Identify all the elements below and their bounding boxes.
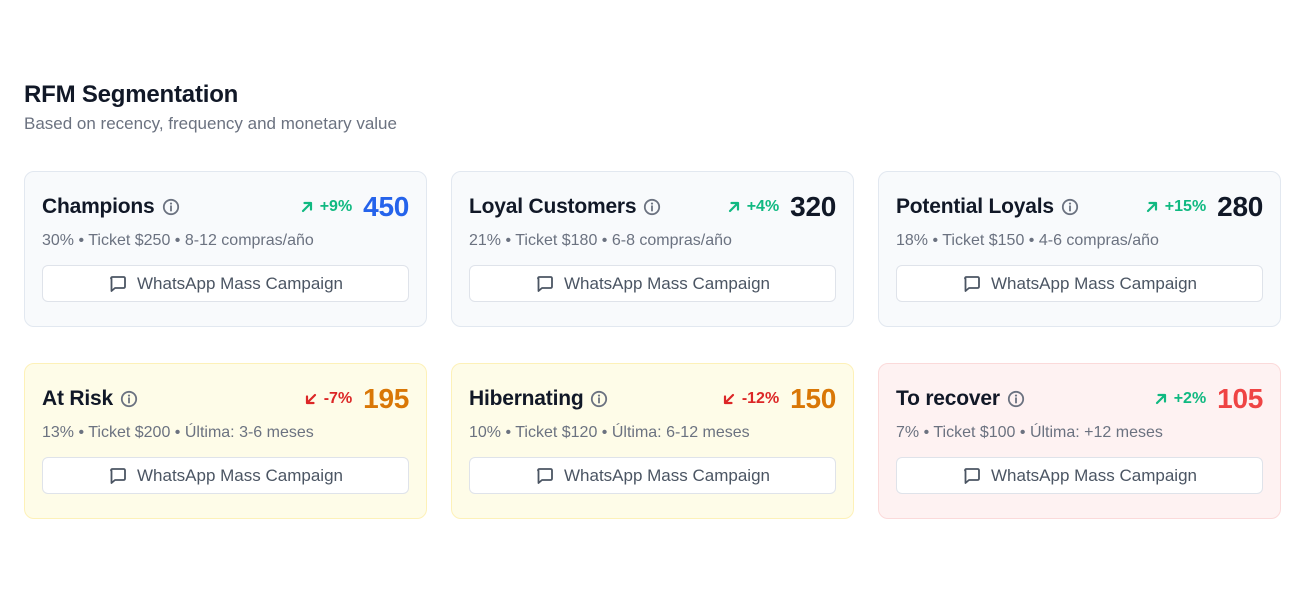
info-circle-icon[interactable]: [643, 198, 661, 216]
arrow-down-left-icon: [304, 392, 318, 406]
segment-count: 450: [363, 191, 409, 222]
button-label: WhatsApp Mass Campaign: [564, 465, 770, 485]
segment-grid: Champions +9% 450 30% • Ticket $250 • 8-…: [24, 171, 1281, 519]
message-square-icon: [108, 274, 128, 294]
segment-trend: +4%: [727, 198, 779, 216]
segment-trend: -7%: [304, 390, 352, 408]
info-circle-icon[interactable]: [1007, 390, 1025, 408]
trend-value: +9%: [319, 198, 353, 215]
segment-name: Potential Loyals: [896, 195, 1054, 218]
info-circle-icon[interactable]: [1061, 198, 1079, 216]
whatsapp-campaign-button[interactable]: WhatsApp Mass Campaign: [42, 265, 409, 302]
whatsapp-campaign-button[interactable]: WhatsApp Mass Campaign: [469, 265, 836, 302]
segment-count: 105: [1217, 383, 1263, 414]
segment-count: 195: [363, 383, 409, 414]
trend-value: +15%: [1164, 198, 1207, 215]
arrow-up-right-icon: [1154, 392, 1168, 406]
segment-count: 320: [790, 191, 836, 222]
segment-details: 10% • Ticket $120 • Última: 6-12 meses: [469, 424, 750, 441]
segment-trend: +9%: [300, 198, 352, 216]
button-label: WhatsApp Mass Campaign: [137, 465, 343, 485]
segment-card: At Risk -7% 195 13% • Ticket $200 • Últi…: [24, 363, 427, 519]
segment-details: 18% • Ticket $150 • 4-6 compras/año: [896, 232, 1159, 249]
section-header: RFM Segmentation Based on recency, frequ…: [24, 80, 397, 135]
whatsapp-campaign-button[interactable]: WhatsApp Mass Campaign: [896, 265, 1263, 302]
segment-count: 280: [1217, 191, 1263, 222]
page-subtitle: Based on recency, frequency and monetary…: [24, 114, 397, 133]
arrow-up-right-icon: [727, 200, 741, 214]
segment-card: To recover +2% 105 7% • Ticket $100 • Úl…: [878, 363, 1281, 519]
info-circle-icon[interactable]: [162, 198, 180, 216]
trend-value: +2%: [1173, 390, 1207, 407]
message-square-icon: [535, 274, 555, 294]
segment-name: Champions: [42, 195, 155, 218]
trend-value: +4%: [746, 198, 780, 215]
message-square-icon: [108, 466, 128, 486]
message-square-icon: [962, 274, 982, 294]
arrow-up-right-icon: [300, 200, 314, 214]
button-label: WhatsApp Mass Campaign: [991, 273, 1197, 293]
whatsapp-campaign-button[interactable]: WhatsApp Mass Campaign: [42, 457, 409, 494]
segment-count: 150: [790, 383, 836, 414]
segment-details: 30% • Ticket $250 • 8-12 compras/año: [42, 232, 314, 249]
whatsapp-campaign-button[interactable]: WhatsApp Mass Campaign: [469, 457, 836, 494]
button-label: WhatsApp Mass Campaign: [564, 273, 770, 293]
segment-details: 13% • Ticket $200 • Última: 3-6 meses: [42, 424, 314, 441]
segment-trend: +2%: [1154, 390, 1206, 408]
info-circle-icon[interactable]: [590, 390, 608, 408]
segment-card: Potential Loyals +15% 280 18% • Ticket $…: [878, 171, 1281, 327]
button-label: WhatsApp Mass Campaign: [991, 465, 1197, 485]
page-title: RFM Segmentation: [24, 81, 239, 108]
segment-details: 7% • Ticket $100 • Última: +12 meses: [896, 424, 1163, 441]
whatsapp-campaign-button[interactable]: WhatsApp Mass Campaign: [896, 457, 1263, 494]
segment-trend: -12%: [722, 390, 779, 408]
message-square-icon: [962, 466, 982, 486]
message-square-icon: [535, 466, 555, 486]
segment-name: At Risk: [42, 387, 113, 410]
segment-name: Hibernating: [469, 387, 584, 410]
info-circle-icon[interactable]: [120, 390, 138, 408]
segment-card: Loyal Customers +4% 320 21% • Ticket $18…: [451, 171, 854, 327]
arrow-up-right-icon: [1145, 200, 1159, 214]
trend-value: -12%: [741, 390, 780, 407]
button-label: WhatsApp Mass Campaign: [137, 273, 343, 293]
segment-card: Hibernating -12% 150 10% • Ticket $120 •…: [451, 363, 854, 519]
trend-value: -7%: [323, 390, 353, 407]
segment-name: Loyal Customers: [469, 195, 637, 218]
segment-card: Champions +9% 450 30% • Ticket $250 • 8-…: [24, 171, 427, 327]
segment-trend: +15%: [1145, 198, 1206, 216]
segment-details: 21% • Ticket $180 • 6-8 compras/año: [469, 232, 732, 249]
arrow-down-left-icon: [722, 392, 736, 406]
segment-name: To recover: [896, 387, 1000, 410]
